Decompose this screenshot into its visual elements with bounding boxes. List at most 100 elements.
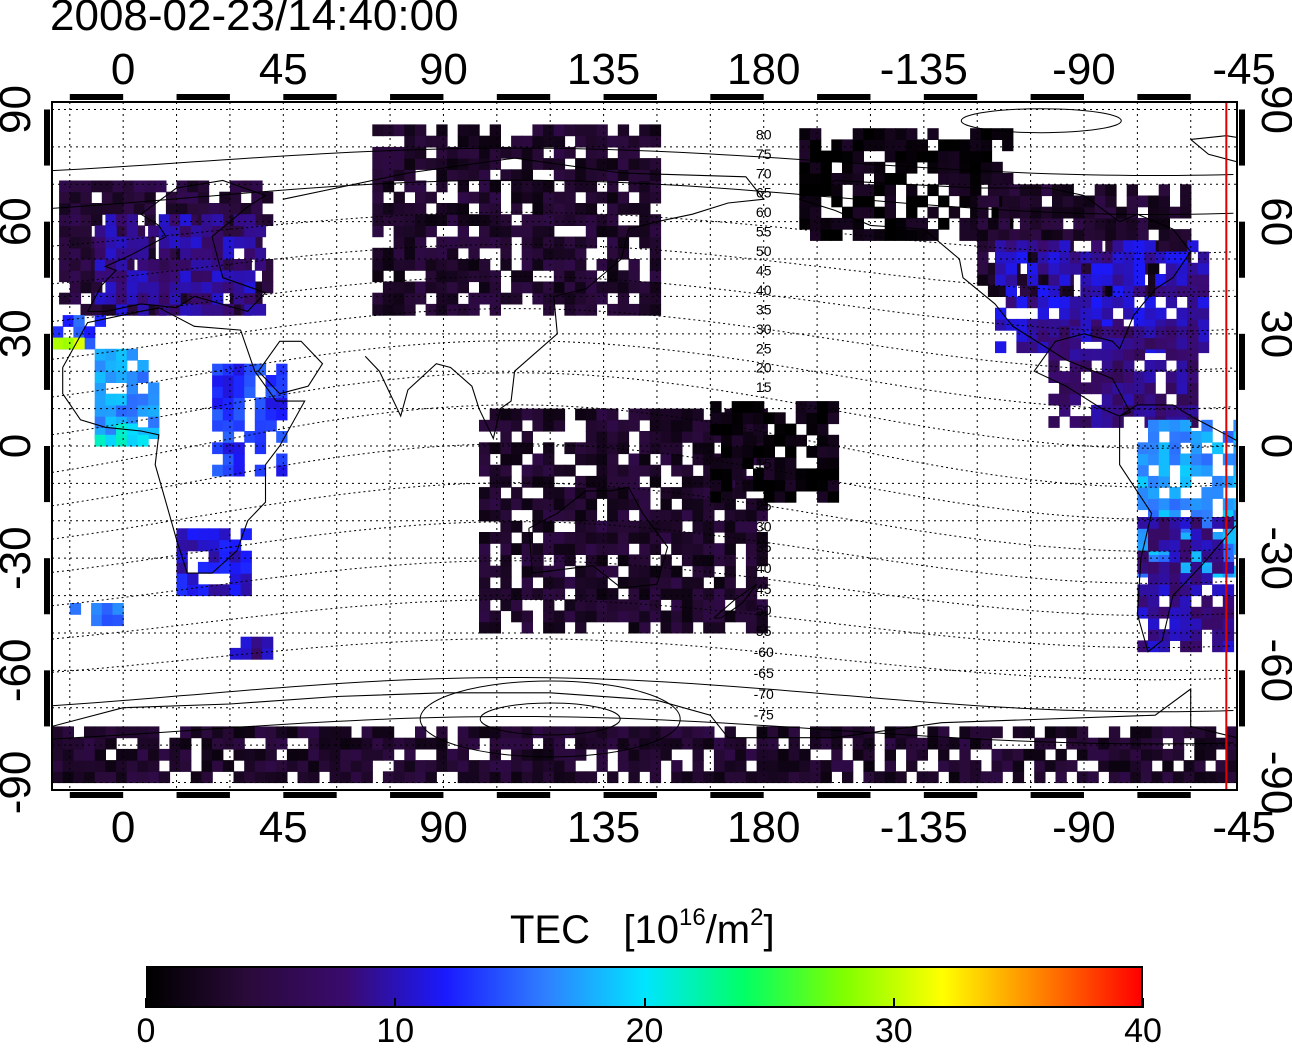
tec-cell	[745, 565, 758, 578]
tec-cell	[1133, 262, 1146, 275]
tec-cell	[1069, 382, 1081, 395]
tec-cell	[1133, 274, 1146, 286]
tec-cell	[543, 236, 555, 249]
tec-cell	[1148, 561, 1160, 574]
tec-cell	[1187, 348, 1199, 361]
tec-cell	[1222, 498, 1235, 511]
tec-cell	[959, 184, 971, 197]
tec-cell	[703, 419, 715, 432]
tec-cell	[884, 206, 896, 219]
tec-cell	[176, 528, 188, 541]
tec-cell	[681, 610, 694, 623]
tec-cell	[810, 206, 822, 219]
tec-cell	[197, 203, 210, 215]
tec-cell	[617, 554, 630, 567]
tec-cell	[617, 726, 630, 739]
tec-cell	[372, 270, 384, 283]
tec-cell	[276, 363, 288, 376]
tec-cell	[521, 532, 533, 544]
tec-cell	[1094, 184, 1106, 197]
tec-cell	[262, 191, 274, 204]
tec-cell	[1155, 337, 1167, 350]
tec-cell	[564, 771, 576, 784]
tec-cell	[1030, 229, 1042, 241]
frame-bar	[923, 94, 978, 100]
tec-cell	[543, 281, 555, 294]
tec-cell	[240, 528, 252, 541]
tec-cell	[742, 479, 754, 492]
tec-cell	[212, 397, 224, 410]
tec-cell	[372, 203, 384, 215]
tec-cell	[767, 726, 779, 739]
tec-cell	[681, 588, 694, 600]
tec-cell	[105, 371, 117, 383]
tec-cell	[628, 203, 640, 215]
tec-cell	[617, 431, 630, 443]
tec-cell	[137, 281, 149, 294]
tec-cell	[553, 247, 566, 260]
tec-cell	[721, 434, 733, 447]
tec-cell	[884, 195, 896, 208]
tec-cell	[94, 760, 106, 772]
tec-cell	[158, 292, 171, 305]
tec-cell	[500, 214, 512, 226]
tec-cell	[564, 191, 576, 204]
tec-cell	[468, 169, 480, 182]
tec-cell	[852, 139, 864, 152]
tec-cell	[827, 446, 840, 458]
tec-cell	[817, 479, 829, 492]
tec-cell	[564, 576, 576, 589]
tec-cell	[436, 158, 448, 170]
tec-cell	[810, 139, 822, 152]
tec-cell	[59, 180, 71, 193]
tec-cell	[1222, 532, 1235, 544]
tec-cell	[415, 203, 427, 215]
tec-cell	[1123, 382, 1135, 395]
tec-cell	[1276, 476, 1287, 488]
tec-cell	[906, 195, 918, 208]
tec-cell	[1123, 296, 1135, 309]
right-latitude-label: 90	[1252, 85, 1292, 134]
tec-cell	[1233, 509, 1237, 522]
tec-cell	[94, 771, 106, 784]
tec-cell	[126, 393, 138, 406]
tec-cell	[176, 573, 188, 585]
tec-cell	[628, 281, 640, 294]
tec-cell	[820, 150, 832, 163]
tec-cell	[479, 621, 491, 634]
tec-cell	[52, 771, 64, 784]
contour-label: 50	[756, 602, 772, 618]
tec-cell	[1162, 726, 1174, 739]
tec-cell	[1009, 184, 1021, 197]
tec-cell	[468, 303, 480, 316]
tec-cell	[148, 259, 160, 271]
tec-cell	[393, 259, 405, 271]
tec-cell	[1062, 195, 1074, 208]
tec-cell	[1212, 550, 1224, 563]
tec-cell	[521, 236, 533, 249]
tec-cell	[564, 509, 576, 522]
tec-cell	[1105, 229, 1117, 241]
tec-cell	[639, 225, 651, 238]
tec-cell	[820, 771, 832, 784]
tec-cell	[959, 771, 971, 784]
tec-cell	[1091, 348, 1103, 361]
tec-cell	[137, 434, 149, 447]
tec-cell	[415, 146, 427, 159]
colorbar-tick-label: 40	[1124, 1012, 1162, 1050]
tec-cell	[415, 247, 427, 260]
tec-cell	[382, 247, 395, 260]
tec-cell	[1069, 348, 1081, 361]
tec-cell	[1148, 431, 1160, 443]
tec-cell	[745, 509, 758, 522]
tec-cell	[91, 180, 103, 193]
tec-cell	[842, 206, 854, 219]
tec-cell	[753, 423, 765, 436]
tec-cell	[724, 760, 736, 772]
tec-cell	[286, 726, 299, 739]
tec-cell	[998, 285, 1010, 297]
tec-cell	[585, 453, 598, 466]
tec-cell	[671, 509, 683, 522]
tec-cell	[244, 247, 256, 260]
tec-cell	[262, 270, 274, 283]
